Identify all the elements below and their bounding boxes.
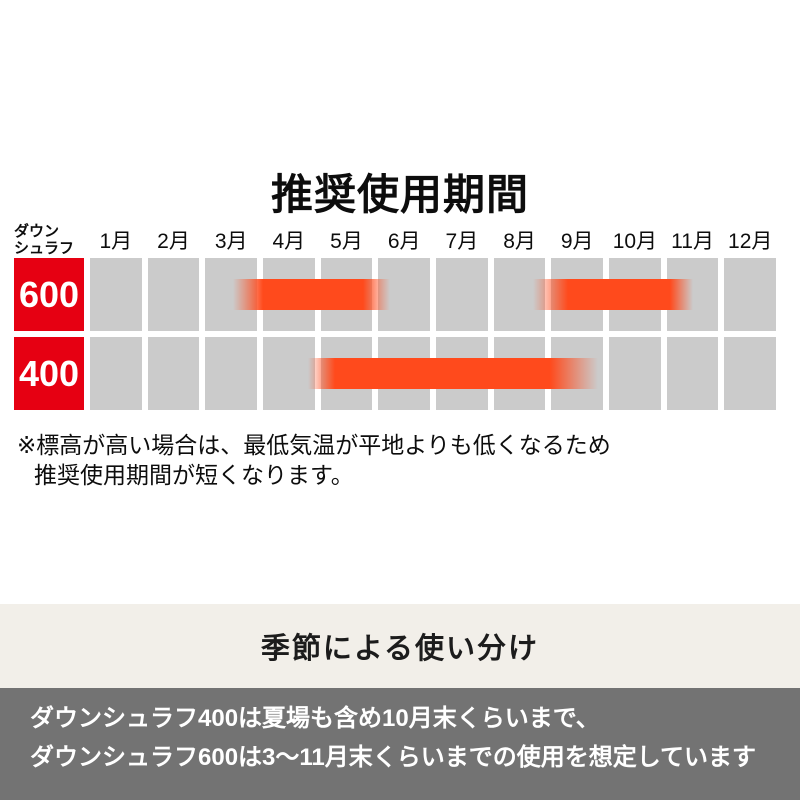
season-section-band: 季節による使い分け [0,604,800,688]
month-cell [147,258,200,331]
month-cell [724,258,777,331]
month-label: 1月 [99,230,133,253]
chart-row-400: 400 [14,337,777,410]
row-label-600: 600 [14,258,84,331]
month-label: 4月 [272,230,306,253]
usage-summary-line1: ダウンシュラフ400は夏場も含め10月末くらいまで、 [30,705,600,732]
month-cell [436,337,488,410]
month-label: 10月 [612,230,658,253]
month-label: 8月 [503,230,536,253]
chart-row-600: 600 [14,258,777,331]
month-cell [493,337,546,410]
month-cell [205,258,258,331]
month-cell [205,337,258,410]
month-cell [609,337,661,410]
row-label-400: 400 [14,337,84,410]
month-label: 6月 [387,230,421,253]
altitude-note: ※標高が高い場合は、最低気温が平地よりも低くなるため 推奨使用期間が短くなります… [17,430,611,490]
month-cell [666,258,719,331]
month-cell [320,337,373,410]
month-label: 3月 [214,230,248,253]
month-cell [378,337,431,410]
month-cell [90,337,142,410]
month-label: 5月 [330,230,363,253]
month-cell [551,337,604,410]
month-label: 12月 [728,230,773,253]
month-cell [90,258,142,331]
corner-label-line2: シュラフ [14,240,75,257]
month-cell [436,258,488,331]
month-label: 11月 [671,230,714,253]
month-cell [263,258,315,331]
month-cell [493,258,546,331]
month-cell [147,337,200,410]
month-cell [551,258,604,331]
page-title: 推奨使用期間 [270,171,529,218]
usage-summary-box: ダウンシュラフ400は夏場も含め10月末くらいまで、 ダウンシュラフ600は3〜… [0,688,800,800]
chart-header-row: ダウン シュラフ 1月 2月 3月 4月 5月 6月 7月 8月 9月 10月 … [14,218,776,258]
month-cell [609,258,661,331]
month-label: 7月 [445,230,479,253]
month-cell [724,337,777,410]
month-cell [378,258,431,331]
month-cell [320,258,373,331]
month-cell [263,337,315,410]
usage-summary-line2: ダウンシュラフ600は3〜11月末くらいまでの使用を想定しています [30,744,757,771]
chart-corner-label: ダウン シュラフ [14,223,84,258]
altitude-note-line2: 推奨使用期間が短くなります。 [34,462,354,488]
corner-label-line1: ダウン [14,223,60,240]
season-section-heading: 季節による使い分け [260,633,540,665]
altitude-note-line1: ※標高が高い場合は、最低気温が平地よりも低くなるため [17,432,611,458]
month-label: 9月 [560,230,594,253]
usage-period-chart: ダウン シュラフ 1月 2月 3月 4月 5月 6月 7月 8月 9月 10月 … [14,218,777,410]
month-cell [666,337,719,410]
month-label: 2月 [157,230,190,253]
